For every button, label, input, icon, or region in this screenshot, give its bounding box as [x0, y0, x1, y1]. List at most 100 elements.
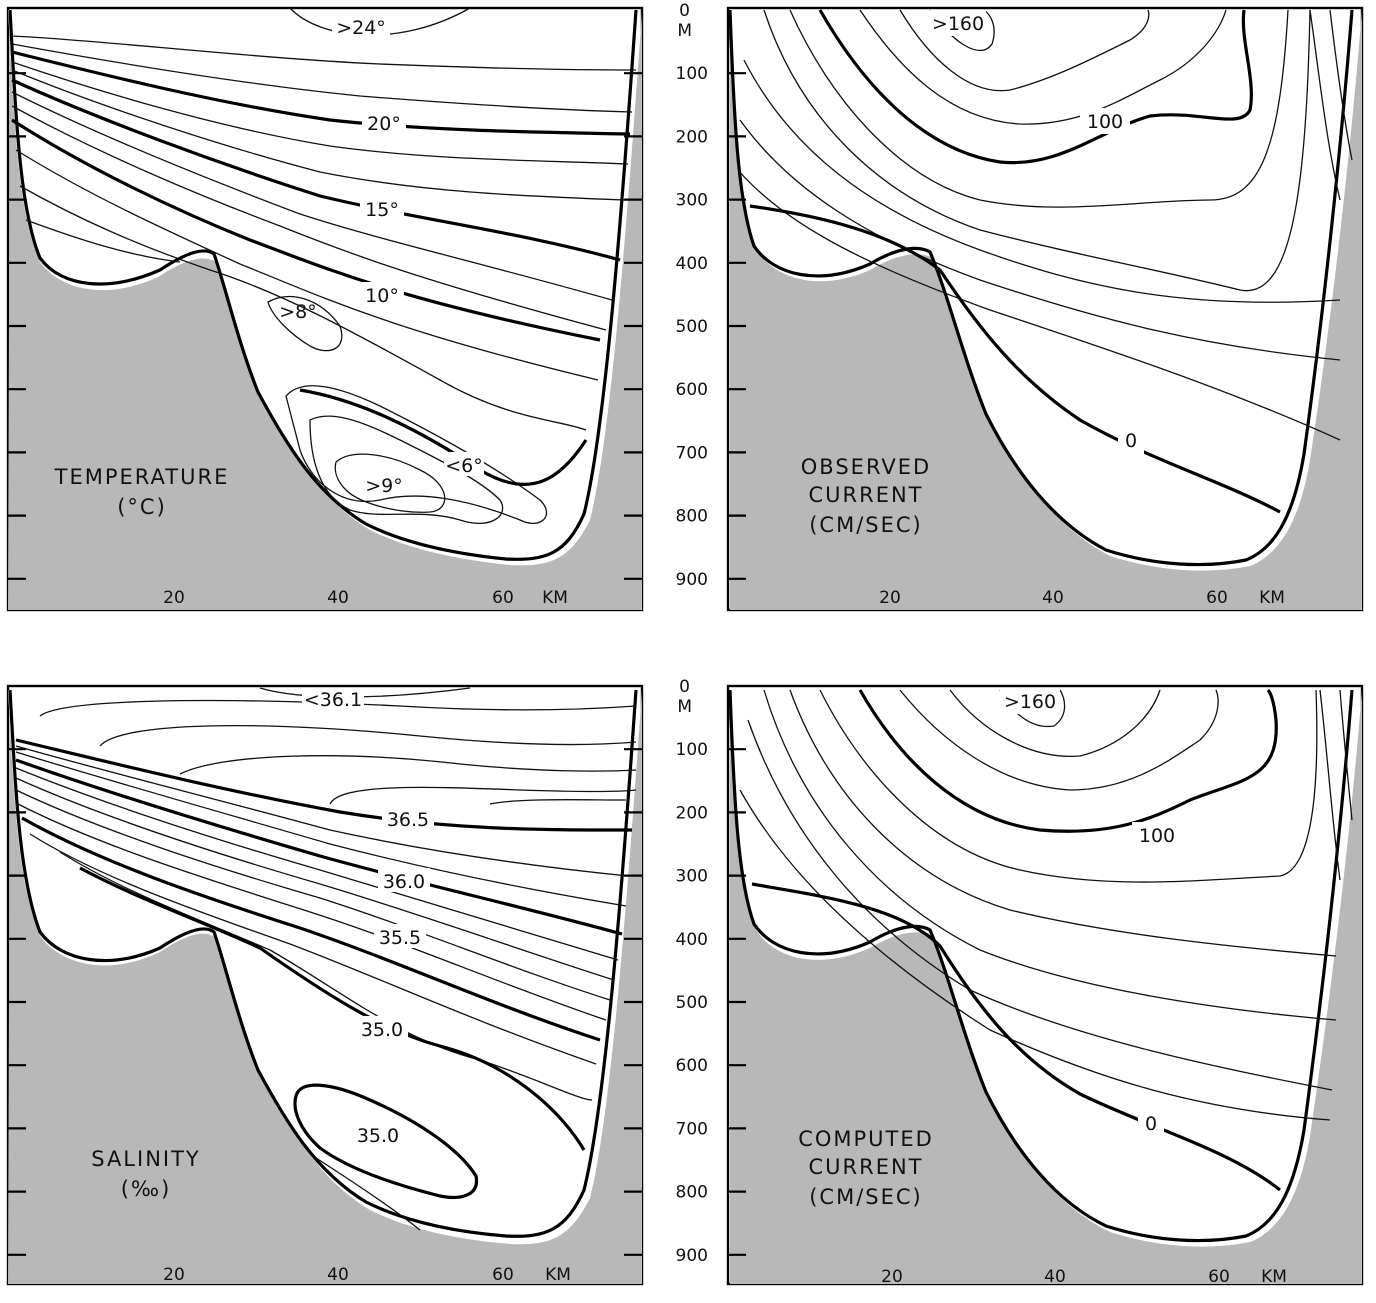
computed-water: [730, 690, 1352, 1239]
computed-label-100: 100: [1139, 825, 1175, 847]
salinity-contour-350-inner: [293, 1083, 479, 1199]
depth-tick-label-top: 100: [676, 64, 708, 84]
temperature-label-9: >9°: [365, 475, 403, 497]
temperature-x-tick-60: 60: [492, 588, 514, 608]
depth-unit-top: M: [677, 21, 692, 41]
depth-tick-label-bottom: 800: [676, 1183, 708, 1203]
temperature-seafloor-shading: [8, 12, 642, 610]
observed-seafloor: [728, 9, 1354, 567]
salinity-title: SALINITY: [91, 1147, 201, 1171]
temperature-x-tick-20: 20: [163, 588, 185, 608]
computed-contour-0: [751, 882, 1281, 1192]
temperature-contour: [11, 69, 625, 201]
temperature-x-tick-40: 40: [327, 588, 349, 608]
observed-contour: [789, 9, 1289, 208]
observed-contour-0: [749, 204, 1281, 514]
computed-unit: (CM/SEC): [809, 1185, 923, 1209]
salinity-contour: [329, 786, 637, 805]
computed-x-unit: KM: [1261, 1267, 1287, 1287]
depth-tick-label-bottom: 900: [676, 1246, 708, 1266]
computed-x-tick-60: 60: [1208, 1267, 1230, 1287]
computed-title-line1: COMPUTED: [798, 1127, 934, 1151]
observed-contour: [1329, 9, 1353, 161]
depth-tick-label-top: 800: [676, 507, 708, 527]
salinity-contour: [15, 751, 627, 907]
salinity-contour: [59, 851, 593, 1101]
observed-contour: [1309, 9, 1341, 201]
temperature-label-24: >24°: [336, 17, 386, 39]
depth-unit-bottom: M: [677, 697, 692, 717]
salinity-contour: [29, 833, 597, 1065]
temperature-contour: [11, 35, 637, 71]
temperature-label-6: <6°: [445, 455, 483, 477]
salinity-x-tick-40: 40: [327, 1265, 349, 1285]
salinity-contour-365: [15, 738, 633, 832]
depth-tick-label-top: 300: [676, 191, 708, 211]
observed-panel: >160 100 0 OBSERVED CURRENT (CM/SEC) 20 …: [726, 6, 1364, 612]
salinity-contour-36: [15, 758, 623, 936]
depth-tick-label-bottom: 600: [676, 1056, 708, 1076]
depth-tick-label-bottom: 300: [676, 867, 708, 887]
depth-tick-label-bottom: 0: [679, 677, 690, 697]
computed-contour: [789, 689, 1337, 957]
temperature-contour: [11, 61, 629, 165]
salinity-label-350: 35.0: [361, 1019, 403, 1041]
observed-contour: [859, 9, 1227, 125]
temperature-contour: [309, 415, 504, 525]
depth-tick-label-top: 900: [676, 570, 708, 590]
temperature-water: [8, 10, 636, 558]
depth-axis-bottom: 0M 100 200 300 400 500 600 700 800 900: [676, 677, 708, 1266]
computed-x-tick-20: 20: [881, 1267, 903, 1287]
salinity-label-365: 36.5: [387, 809, 429, 831]
salinity-contour: [15, 777, 615, 981]
depth-tick-label-bottom: 500: [676, 993, 708, 1013]
observed-x-tick-20: 20: [879, 588, 901, 608]
observed-x-tick-60: 60: [1206, 588, 1228, 608]
temperature-title: TEMPERATURE: [54, 465, 230, 489]
salinity-contour: [15, 767, 619, 961]
observed-unit: (CM/SEC): [809, 513, 923, 537]
computed-contour: [819, 689, 1318, 883]
salinity-panel: <36.1 36.5 36.0 35.5 35.0 35.0 SALINITY …: [6, 684, 644, 1286]
salinity-unit: (‰): [121, 1177, 172, 1201]
depth-tick-label-top: 200: [676, 127, 708, 147]
temperature-label-10: 10°: [365, 285, 399, 307]
depth-tick-label-bottom: 700: [676, 1119, 708, 1139]
observed-title-line2: CURRENT: [808, 483, 923, 507]
observed-label-0: 0: [1125, 430, 1137, 452]
computed-contour: [763, 689, 1337, 1021]
salinity-contour: [489, 799, 627, 805]
depth-tick-label-top: 700: [676, 443, 708, 463]
observed-seafloor-shading: [730, 10, 1362, 610]
depth-tick-label-bottom: 200: [676, 803, 708, 823]
observed-contour: [737, 169, 1341, 441]
computed-seafloor: [728, 689, 1354, 1243]
computed-label-160: >160: [1004, 691, 1056, 713]
temperature-contour-15: [11, 78, 621, 262]
salinity-x-unit: KM: [545, 1265, 571, 1285]
computed-x-tick-40: 40: [1044, 1267, 1066, 1287]
temperature-label-8: >8°: [279, 301, 317, 323]
temperature-contour: [25, 219, 181, 263]
observed-contour: [739, 119, 1341, 361]
observed-label-100: 100: [1087, 111, 1123, 133]
salinity-contour: [309, 1153, 421, 1231]
observed-title-line1: OBSERVED: [801, 455, 931, 479]
depth-tick-label-top: 400: [676, 254, 708, 274]
depth-tick-label-top: 0: [679, 1, 690, 21]
observed-label-160: >160: [932, 13, 984, 35]
salinity-contour: [17, 803, 607, 1021]
salinity-label-355: 35.5: [379, 927, 421, 949]
computed-title-line2: CURRENT: [808, 1155, 923, 1179]
salinity-contour-350: [79, 866, 586, 1151]
computed-contour: [1319, 689, 1341, 881]
temperature-contour: [11, 91, 613, 301]
temperature-x-unit: KM: [542, 588, 568, 608]
depth-tick-label-top: 600: [676, 380, 708, 400]
salinity-contour: [15, 789, 611, 1001]
observed-x-unit: KM: [1259, 588, 1285, 608]
temperature-panel: >24° 20° 15° 10° >8° <6° >9° TEMPERATURE…: [6, 6, 644, 612]
temperature-seafloor: [8, 9, 638, 561]
salinity-label-350-inner: 35.0: [357, 1125, 399, 1147]
